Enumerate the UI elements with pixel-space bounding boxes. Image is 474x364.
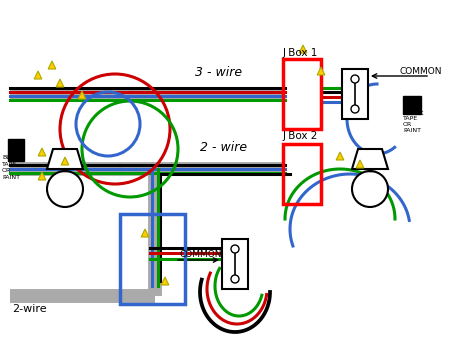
Text: J Box 1: J Box 1 xyxy=(283,48,319,58)
Text: 2 - wire: 2 - wire xyxy=(200,141,247,154)
Polygon shape xyxy=(352,149,388,169)
Bar xyxy=(283,59,321,129)
Text: 3 - wire: 3 - wire xyxy=(195,66,242,79)
Circle shape xyxy=(352,171,388,207)
Polygon shape xyxy=(47,149,83,169)
FancyBboxPatch shape xyxy=(8,139,24,161)
Text: COMMON: COMMON xyxy=(180,250,222,259)
Text: COMMON: COMMON xyxy=(400,67,443,76)
Polygon shape xyxy=(141,229,149,237)
FancyBboxPatch shape xyxy=(403,96,421,114)
FancyBboxPatch shape xyxy=(342,69,368,119)
Polygon shape xyxy=(317,67,325,75)
Polygon shape xyxy=(56,79,64,87)
Text: 2-wire: 2-wire xyxy=(12,304,46,314)
Circle shape xyxy=(231,245,239,253)
Circle shape xyxy=(351,75,359,83)
Bar xyxy=(283,144,321,204)
Text: BLACK
TAPE
OR
PAINT: BLACK TAPE OR PAINT xyxy=(2,155,22,180)
Bar xyxy=(120,214,185,304)
Polygon shape xyxy=(34,71,42,79)
Circle shape xyxy=(47,171,83,207)
Circle shape xyxy=(351,105,359,113)
Polygon shape xyxy=(356,160,364,168)
Polygon shape xyxy=(336,152,344,160)
FancyBboxPatch shape xyxy=(222,239,248,289)
Polygon shape xyxy=(38,172,46,180)
Text: BLACK
TAPE
OR
PAINT: BLACK TAPE OR PAINT xyxy=(403,111,423,133)
Polygon shape xyxy=(161,277,169,285)
Text: J Box 2: J Box 2 xyxy=(283,131,319,141)
Polygon shape xyxy=(78,91,86,99)
Polygon shape xyxy=(61,157,69,165)
Polygon shape xyxy=(48,61,56,69)
Polygon shape xyxy=(299,45,307,53)
Circle shape xyxy=(231,275,239,283)
Polygon shape xyxy=(38,148,46,156)
